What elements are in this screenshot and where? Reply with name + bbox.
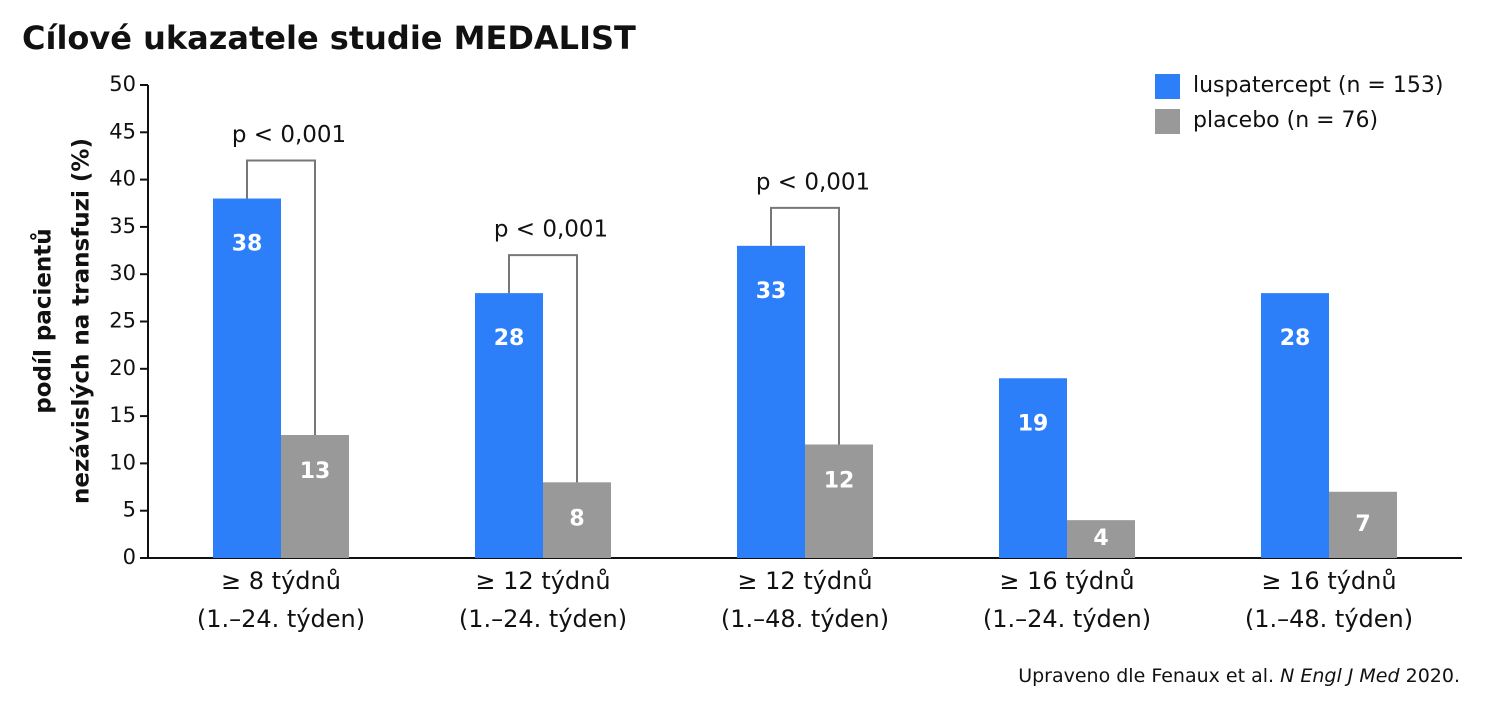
- bar: [281, 435, 349, 558]
- legend-label: luspatercept (n = 153): [1193, 73, 1443, 98]
- value-label: 8: [569, 506, 584, 531]
- bar: [999, 378, 1067, 558]
- y-tick-label: 0: [123, 545, 136, 569]
- value-label: 33: [756, 279, 787, 304]
- x-tick-label: (1.–48. týden): [721, 605, 889, 633]
- x-tick-label: (1.–24. týden): [459, 605, 627, 633]
- bar: [1067, 520, 1135, 558]
- significance-label: p < 0,001: [232, 122, 346, 148]
- value-label: 12: [824, 468, 855, 493]
- x-tick-label: ≥ 12 týdnů: [475, 567, 610, 595]
- x-tick-label: ≥ 12 týdnů: [737, 567, 872, 595]
- significance-bracket: [770, 206, 840, 445]
- bar: [543, 482, 611, 558]
- x-tick-label: (1.–24. týden): [197, 605, 365, 633]
- bar: [1329, 491, 1397, 558]
- y-tick-label: 35: [109, 214, 136, 238]
- value-label: 38: [232, 232, 263, 257]
- bar: [805, 444, 873, 558]
- bar: [475, 293, 543, 558]
- y-label-line: podíl pacientů: [30, 228, 57, 413]
- x-tick-label: ≥ 16 týdnů: [1261, 567, 1396, 595]
- source-part: 2020.: [1400, 665, 1460, 687]
- y-tick-label: 45: [109, 119, 136, 143]
- significance-label: p < 0,001: [756, 169, 870, 195]
- value-label: 13: [300, 459, 331, 484]
- bar: [213, 198, 281, 558]
- y-tick-label: 30: [109, 261, 136, 285]
- significance-label: p < 0,001: [494, 217, 608, 243]
- legend-label: placebo (n = 76): [1193, 108, 1378, 133]
- significance-bracket: [508, 254, 578, 483]
- legend-swatch: [1155, 74, 1180, 99]
- x-tick-label: ≥ 8 týdnů: [221, 567, 341, 595]
- x-tick-label: ≥ 16 týdnů: [999, 567, 1134, 595]
- y-tick-label: 20: [109, 356, 136, 380]
- significance-bracket: [246, 159, 316, 436]
- y-axis-label: podíl pacientů nezávislých na transfuzi …: [30, 138, 95, 504]
- value-label: 28: [494, 326, 525, 351]
- value-label: 28: [1280, 326, 1311, 351]
- y-tick-label: 25: [109, 309, 136, 333]
- value-label: 7: [1355, 512, 1370, 537]
- source-part: N Engl J Med: [1280, 665, 1400, 687]
- x-tick-label: (1.–48. týden): [1245, 605, 1413, 633]
- source-part: Upraveno dle Fenaux et al.: [1018, 665, 1280, 687]
- y-tick-label: 40: [109, 167, 136, 191]
- bar: [737, 245, 805, 558]
- y-label-line: nezávislých na transfuzi (%): [69, 138, 95, 504]
- y-tick-label: 50: [109, 72, 136, 96]
- legend-swatch: [1155, 109, 1180, 134]
- x-tick-label: (1.–24. týden): [983, 605, 1151, 633]
- chart-title: Cílové ukazatele studie MEDALIST: [22, 19, 636, 57]
- y-tick-label: 15: [109, 403, 136, 427]
- source-note: Upraveno dle Fenaux et al. N Engl J Med …: [1018, 665, 1460, 687]
- y-tick-label: 10: [109, 450, 136, 474]
- value-label: 4: [1093, 526, 1108, 551]
- y-tick-label: 5: [123, 498, 136, 522]
- value-label: 19: [1018, 411, 1049, 436]
- bar: [1261, 293, 1329, 558]
